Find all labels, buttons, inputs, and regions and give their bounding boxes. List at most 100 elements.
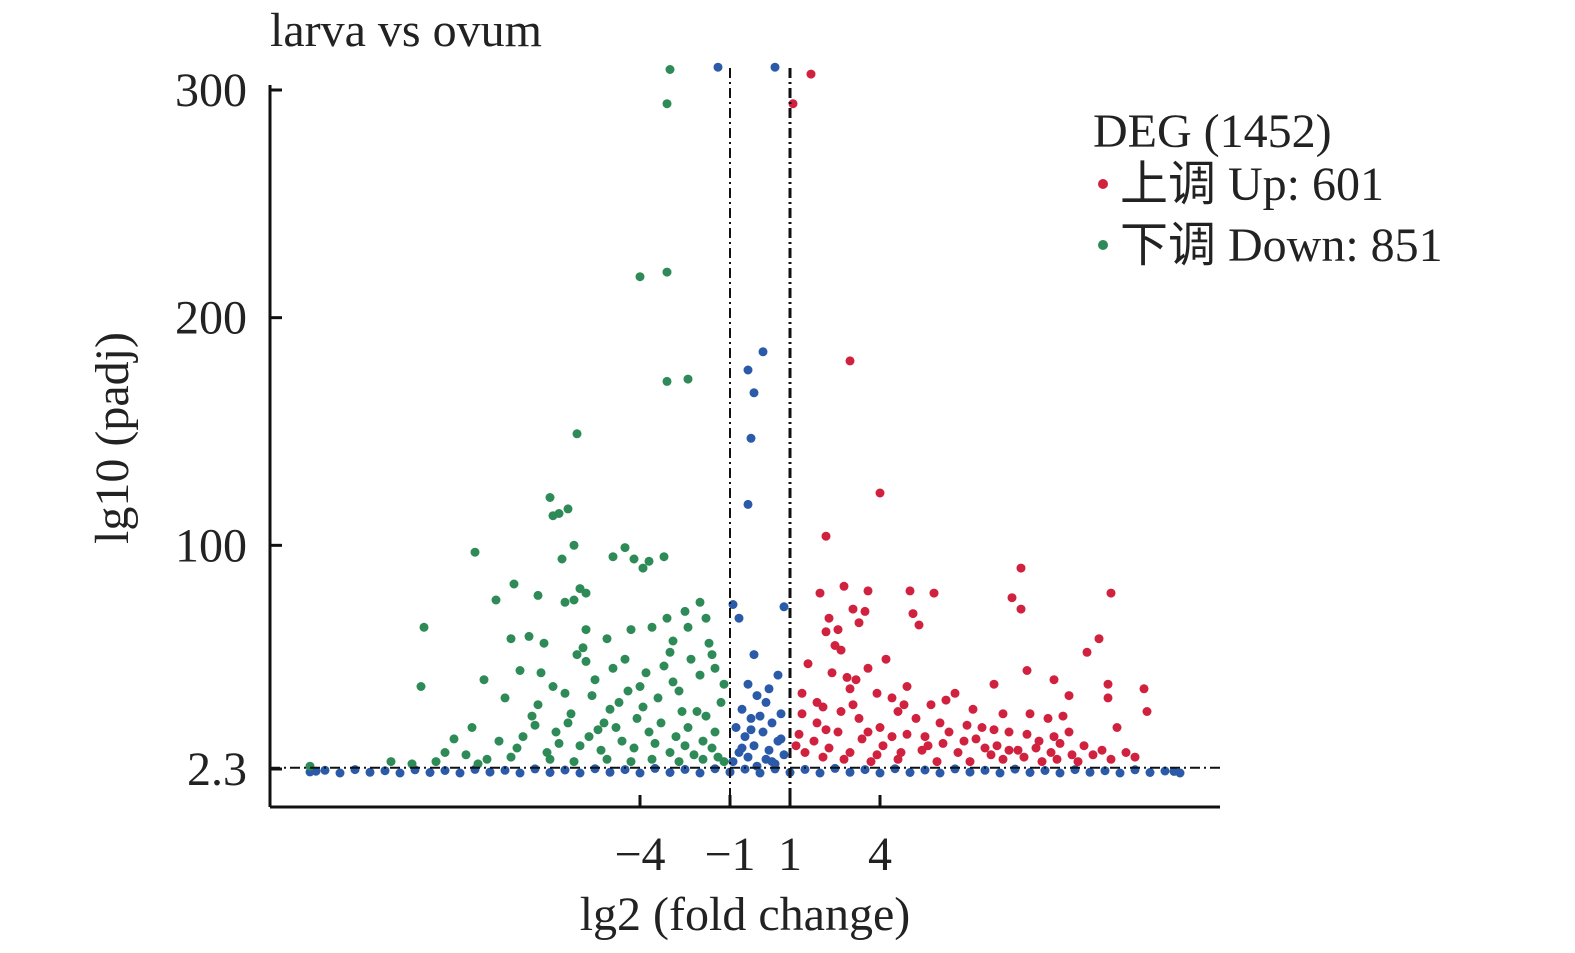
point-down-45 (659, 661, 669, 671)
point-down-108 (626, 757, 636, 767)
point-up-49 (998, 709, 1008, 719)
point-up-83 (1073, 757, 1083, 767)
point-down-44 (581, 656, 591, 666)
point-not-significant-64 (1085, 767, 1095, 777)
point-not-significant-65 (1115, 768, 1125, 778)
point-down-31 (626, 625, 636, 635)
point-up-115 (1055, 738, 1065, 748)
point-up-29 (1049, 675, 1059, 685)
y-tick-label-3: 300 (175, 64, 247, 117)
point-down-66 (461, 750, 471, 760)
point-not-significant-80 (680, 764, 690, 774)
point-not-significant-12 (743, 679, 753, 689)
point-up-2 (845, 356, 855, 366)
point-down-86 (632, 713, 642, 723)
point-up-112 (980, 743, 990, 753)
point-up-95 (1013, 745, 1023, 755)
point-up-80 (965, 757, 975, 767)
point-down-120 (578, 643, 588, 653)
legend-down-marker (1098, 240, 1108, 250)
x-tick-label-0: −4 (614, 828, 665, 881)
point-up-96 (1046, 748, 1056, 757)
point-down-47 (515, 666, 525, 675)
point-not-significant-15 (761, 697, 771, 707)
legend: DEG (1452) 上调 Up: 601 下调 Down: 851 (1093, 105, 1443, 272)
point-up-107 (797, 688, 807, 698)
point-down-25 (569, 595, 579, 605)
point-up-94 (992, 741, 1002, 751)
point-down-59 (527, 711, 537, 721)
point-down-115 (407, 759, 417, 769)
point-not-significant-86 (860, 765, 870, 775)
point-up-53 (803, 659, 813, 669)
point-up-43 (1112, 723, 1122, 732)
point-down-90 (566, 709, 576, 719)
point-up-15 (860, 606, 870, 616)
point-up-68 (953, 748, 963, 757)
point-up-106 (812, 697, 822, 707)
point-down-77 (482, 754, 492, 764)
point-down-88 (683, 723, 693, 732)
point-up-89 (845, 748, 855, 757)
point-down-14 (608, 552, 618, 562)
point-not-significant-74 (500, 765, 510, 775)
point-not-significant-92 (1040, 766, 1050, 775)
point-not-significant-17 (776, 709, 786, 719)
point-up-56 (935, 718, 945, 728)
point-not-significant-61 (995, 768, 1005, 778)
point-down-82 (707, 743, 717, 753)
point-not-significant-53 (755, 768, 765, 778)
point-not-significant-62 (1025, 768, 1035, 777)
point-down-102 (467, 723, 477, 732)
point-up-121 (1022, 729, 1032, 739)
point-down-32 (581, 625, 591, 635)
point-down-21 (533, 590, 543, 600)
point-up-13 (848, 604, 858, 614)
point-down-65 (494, 736, 504, 746)
point-down-75 (542, 748, 552, 757)
point-up-91 (896, 748, 906, 757)
point-not-significant-18 (746, 713, 756, 723)
point-down-105 (545, 754, 555, 764)
point-down-116 (386, 757, 396, 767)
point-up-12 (1007, 593, 1017, 603)
point-down-46 (710, 663, 720, 673)
point-not-significant-2 (758, 347, 768, 357)
point-down-118 (686, 654, 696, 664)
point-up-44 (1064, 727, 1074, 737)
point-down-39 (602, 634, 612, 644)
point-down-42 (620, 654, 630, 664)
point-not-significant-58 (905, 768, 915, 777)
point-up-5 (1016, 563, 1026, 573)
point-down-79 (617, 736, 627, 746)
point-up-20 (833, 625, 843, 635)
point-up-52 (851, 675, 861, 685)
point-not-significant-76 (560, 765, 570, 775)
point-down-101 (500, 693, 510, 703)
point-not-significant-7 (779, 602, 789, 612)
point-up-18 (854, 618, 864, 628)
point-not-significant-49 (635, 768, 645, 778)
point-down-34 (683, 622, 693, 632)
point-not-significant-39 (335, 768, 345, 778)
point-down-95 (701, 711, 711, 721)
point-down-117 (641, 668, 651, 678)
point-not-significant-25 (764, 745, 774, 755)
point-up-101 (920, 732, 930, 742)
point-up-26 (881, 654, 891, 664)
point-not-significant-44 (485, 767, 495, 777)
point-up-98 (1088, 750, 1098, 760)
point-not-significant-43 (455, 768, 465, 778)
point-up-45 (872, 688, 882, 698)
point-not-significant-8 (728, 600, 738, 609)
point-up-69 (986, 750, 996, 760)
point-up-54 (842, 672, 852, 682)
point-not-significant-9 (734, 613, 744, 623)
point-up-87 (809, 736, 819, 746)
point-not-significant-97 (311, 766, 321, 776)
point-down-5 (683, 374, 693, 384)
point-down-69 (575, 741, 585, 751)
point-up-19 (914, 620, 924, 630)
x-axis-label: lg2 (fold change) (580, 888, 911, 941)
point-not-significant-5 (746, 433, 756, 443)
